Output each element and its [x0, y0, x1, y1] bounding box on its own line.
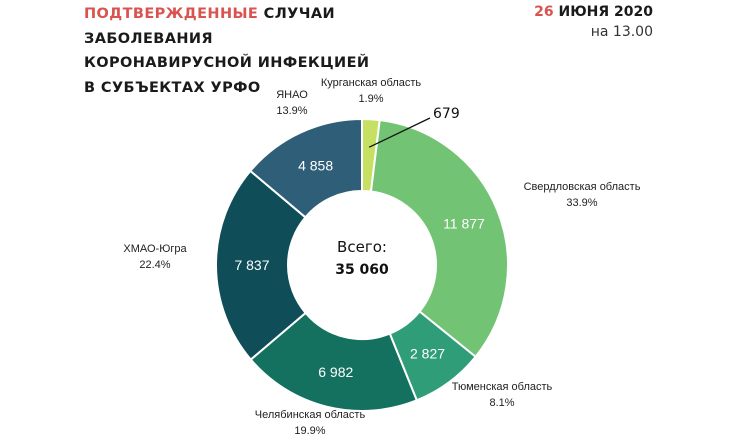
percent-label-челябинская-область: 19.9%	[294, 425, 325, 437]
value-label-хмао-югра: 7 837	[234, 257, 269, 273]
percent-label-свердловская-область: 33.9%	[566, 197, 597, 209]
percent-label-янао: 13.9%	[276, 105, 307, 117]
title-line-1-rest: СЛУЧАИ	[258, 6, 336, 22]
date-month-year: ИЮНЯ 2020	[553, 4, 653, 20]
date-block: 26 ИЮНЯ 2020 на 13.00	[534, 2, 653, 42]
slice-хмао-югра	[215, 169, 308, 361]
percent-label-тюменская-область: 8.1%	[489, 397, 514, 409]
name-label-хмао-югра: ХМАО-Югра	[123, 243, 187, 255]
slice-янао	[248, 117, 363, 219]
title-line-1: ПОДТВЕРЖДЕННЫЕ СЛУЧАИ	[84, 2, 369, 27]
date-time: на 13.00	[590, 24, 653, 40]
callout-value-label: 679	[433, 106, 460, 122]
date-line: 26 ИЮНЯ 2020	[534, 2, 653, 22]
date-day-number: 26	[534, 4, 554, 20]
name-label-янао: ЯНАО	[276, 89, 308, 101]
percent-label-курганская-область: 1.9%	[358, 93, 383, 105]
slice-value-labels: 11 877 2 827 6 982 7 837 4 858	[234, 157, 485, 380]
name-label-челябинская-область: Челябинская область	[255, 409, 366, 421]
title-line-4: В СУБЪЕКТАХ УРФО	[84, 79, 261, 96]
chart-title: ПОДТВЕРЖДЕННЫЕ СЛУЧАИ ЗАБОЛЕВАНИЯ КОРОНА…	[84, 2, 369, 100]
title-line-3: КОРОНАВИРУСНОЙ ИНФЕКЦИЕЙ	[84, 55, 370, 71]
value-label-челябинская-область: 6 982	[318, 364, 353, 380]
title-line-2: ЗАБОЛЕВАНИЯ	[84, 30, 213, 47]
slice-челябинская-область	[249, 311, 419, 412]
center-total-caption: Всего:	[337, 238, 387, 256]
slice-outer-labels: Курганская область 1.9% Свердловская облас…	[123, 77, 640, 437]
value-label-тюменская-область: 2 827	[410, 345, 445, 361]
percent-label-хмао-югра: 22.4%	[139, 259, 170, 271]
name-label-свердловская-область: Свердловская область	[524, 181, 641, 193]
name-label-курганская-область: Курганская область	[321, 77, 422, 89]
title-highlight: ПОДТВЕРЖДЕННЫЕ	[84, 6, 259, 22]
name-label-тюменская-область: Тюменская область	[452, 381, 553, 393]
donut-slices	[215, 117, 509, 412]
value-label-свердловская-область: 11 877	[443, 216, 485, 232]
value-label-янао: 4 858	[298, 157, 333, 173]
callout-leader-line	[368, 117, 431, 148]
center-total-value: 35 060	[335, 262, 389, 278]
slice-свердловская-область	[369, 118, 509, 359]
